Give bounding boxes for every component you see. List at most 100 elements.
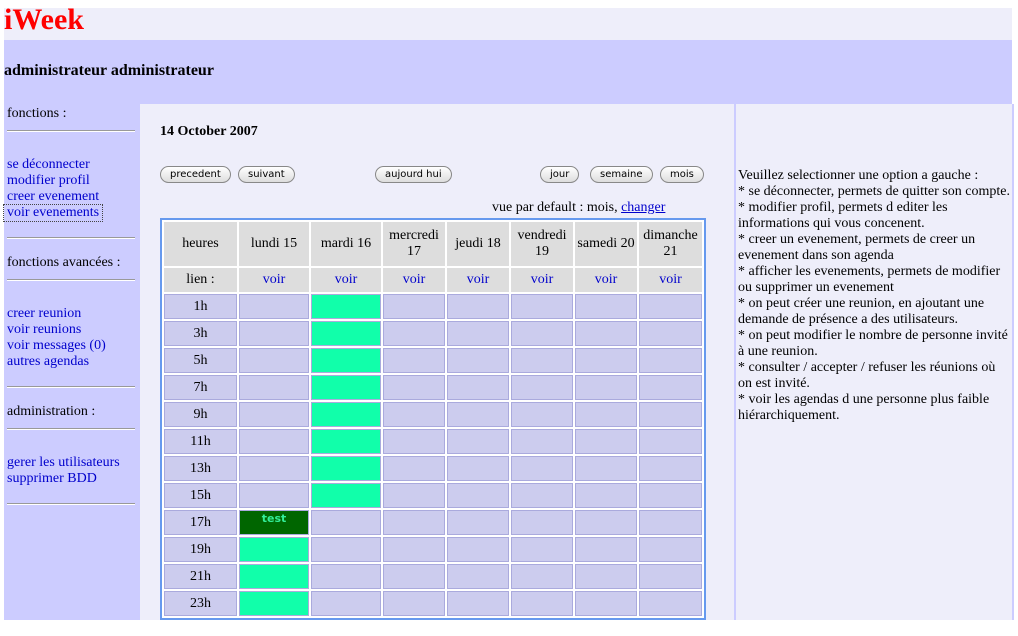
section-heading: administration : [7, 404, 96, 419]
time-cell [383, 375, 445, 400]
link-list: gerer les utilisateurs supprimer BDD [4, 455, 140, 487]
time-cell [639, 537, 702, 562]
time-cell [239, 375, 309, 400]
day-link[interactable]: voir [659, 272, 682, 287]
nav-button[interactable]: precedent [160, 166, 231, 183]
sidebar-link[interactable]: modifier profil [7, 173, 90, 188]
time-cell [575, 483, 637, 508]
time-cell [511, 537, 573, 562]
time-cell [383, 456, 445, 481]
time-cell [639, 348, 702, 373]
sidebar-link[interactable]: gerer les utilisateurs [7, 455, 120, 470]
hour-label: 13h [164, 456, 237, 481]
hour-label: 21h [164, 564, 237, 589]
view-button[interactable]: semaine [590, 166, 653, 183]
hour-row: 11h [164, 429, 702, 454]
help-item: * on peut modifier le nombre de personne… [738, 328, 1008, 359]
header-band [4, 40, 1012, 104]
hour-row: 19h [164, 537, 702, 562]
hour-row: 7h [164, 375, 702, 400]
day-header: dimanche 21 [639, 222, 702, 266]
sidebar-link[interactable]: creer reunion [7, 306, 82, 321]
day-link[interactable]: voir [594, 272, 618, 287]
time-cell [639, 429, 702, 454]
sidebar-link[interactable]: se déconnecter [7, 157, 90, 172]
day-link[interactable]: voir [262, 272, 286, 287]
help-item: * on peut créer une reunion, en ajoutant… [738, 296, 985, 327]
time-cell [311, 510, 381, 535]
sidebar-link[interactable]: supprimer BDD [7, 471, 97, 486]
hour-label: 5h [164, 348, 237, 373]
sidebar-link[interactable]: creer evenement [7, 189, 100, 204]
change-link[interactable]: changer [621, 200, 666, 215]
help-item: * consulter / accepter / refuser les réu… [738, 360, 996, 391]
time-cell [239, 456, 309, 481]
time-cell [639, 375, 702, 400]
view-button[interactable]: jour [540, 166, 580, 183]
user-name: administrateur administrateur [4, 62, 214, 79]
sidebar-section: administration : gerer les utilisateurs su… [4, 404, 140, 505]
time-cell [447, 375, 509, 400]
time-cell [575, 294, 637, 319]
link-list: se déconnecter modifier profil creer evene… [2, 157, 140, 222]
link-row-label: lien : [164, 268, 237, 292]
day-link[interactable]: voir [402, 272, 426, 287]
day-link[interactable]: voir [334, 272, 358, 287]
app-title: iWeek [4, 3, 84, 36]
time-cell [311, 348, 381, 373]
hour-label: 7h [164, 375, 237, 400]
time-cell [239, 483, 309, 508]
time-cell [639, 564, 702, 589]
sidebar-link[interactable]: voir reunions [7, 322, 82, 337]
time-cell [575, 456, 637, 481]
time-cell [239, 321, 309, 346]
event-label[interactable]: test [261, 512, 287, 525]
time-cell [311, 564, 381, 589]
hour-label: 3h [164, 321, 237, 346]
day-link[interactable]: voir [530, 272, 554, 287]
sidebar-section: fonctions avancées : creer reunion voir re… [4, 255, 140, 388]
time-cell [383, 483, 445, 508]
hour-row: 1h [164, 294, 702, 319]
nav-button[interactable]: suivant [238, 166, 295, 183]
time-cell [383, 402, 445, 427]
sidebar-link[interactable]: voir evenements [2, 204, 104, 222]
hour-label: 11h [164, 429, 237, 454]
hour-row: 9h [164, 402, 702, 427]
view-button[interactable]: mois [660, 166, 704, 183]
day-header: lundi 15 [239, 222, 309, 266]
time-cell [447, 537, 509, 562]
day-header: mercredi 17 [383, 222, 445, 266]
separator [7, 386, 135, 388]
time-cell [311, 456, 381, 481]
sidebar-section: fonctions : se déconnecter modifier profil… [2, 106, 140, 239]
time-cell [311, 483, 381, 508]
day-link[interactable]: voir [466, 272, 490, 287]
time-cell [239, 402, 309, 427]
time-cell [383, 294, 445, 319]
time-cell [447, 294, 509, 319]
separator [7, 428, 135, 430]
sidebar-link[interactable]: voir messages (0) [7, 338, 106, 353]
sidebar-link[interactable]: autres agendas [7, 354, 90, 369]
time-cell [447, 348, 509, 373]
time-cell [511, 348, 573, 373]
time-cell [383, 591, 445, 616]
link-cell: voir [511, 268, 573, 292]
day-header: samedi 20 [575, 222, 637, 266]
link-cell: voir [639, 268, 702, 292]
time-cell [447, 402, 509, 427]
hour-row: 21h [164, 564, 702, 589]
time-cell [639, 510, 702, 535]
time-cell [575, 591, 637, 616]
top-bar [4, 8, 1012, 40]
time-cell [639, 483, 702, 508]
today-button[interactable]: aujourd hui [375, 166, 452, 183]
time-cell [383, 564, 445, 589]
time-cell [511, 402, 573, 427]
time-cell [447, 564, 509, 589]
help-item: * se déconnecter, permets de quitter son… [738, 184, 1010, 199]
link-cell: voir [239, 268, 309, 292]
help-item: * modifier profil, permets d editer les … [738, 200, 948, 231]
hour-row: 15h [164, 483, 702, 508]
